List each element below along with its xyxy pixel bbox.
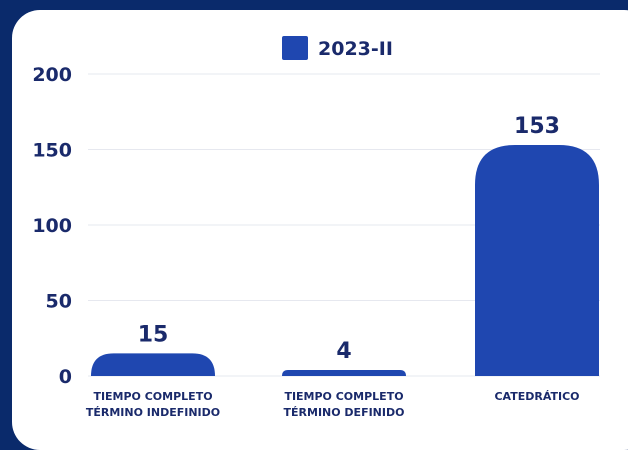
bar <box>91 353 215 376</box>
x-axis: TIEMPO COMPLETO TÉRMINO INDEFINIDO TIEMPO … <box>86 390 580 419</box>
bar <box>282 369 406 376</box>
data-label: 4 <box>336 339 351 364</box>
y-tick-label: 100 <box>32 215 72 237</box>
bars <box>91 144 599 376</box>
data-labels: 15 4 153 <box>138 114 560 364</box>
y-tick-label: 200 <box>32 64 72 86</box>
y-tick-label: 50 <box>46 291 72 313</box>
legend-swatch <box>282 36 308 60</box>
data-label: 15 <box>138 322 169 347</box>
x-tick-label: TIEMPO COMPLETO <box>93 390 212 403</box>
x-tick-label: TÉRMINO DEFINIDO <box>284 406 405 419</box>
legend: 2023-II <box>282 36 393 60</box>
bar <box>475 144 599 376</box>
y-axis: 0 50 100 150 200 <box>32 64 72 388</box>
legend-label: 2023-II <box>318 38 393 60</box>
x-tick-label: TÉRMINO INDEFINIDO <box>86 406 220 419</box>
bar-chart: 0 50 100 150 200 15 4 153 TIEMPO COMPLETO TÉRMI… <box>32 36 600 419</box>
y-tick-label: 150 <box>32 140 72 162</box>
x-tick-label: TIEMPO COMPLETO <box>284 390 403 403</box>
x-tick-label: CATEDRÁTICO <box>494 390 579 403</box>
y-tick-label: 0 <box>59 366 72 388</box>
data-label: 153 <box>514 114 560 139</box>
